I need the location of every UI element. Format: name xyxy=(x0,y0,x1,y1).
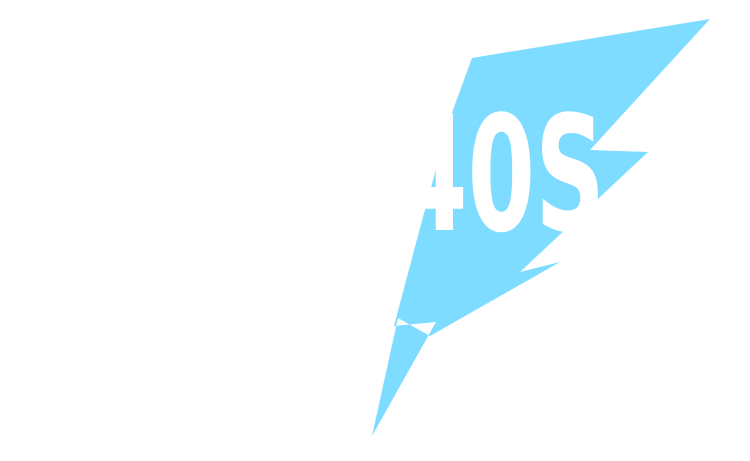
logo-text: 40S xyxy=(400,81,605,268)
lightning-bolt-shape xyxy=(372,19,710,436)
